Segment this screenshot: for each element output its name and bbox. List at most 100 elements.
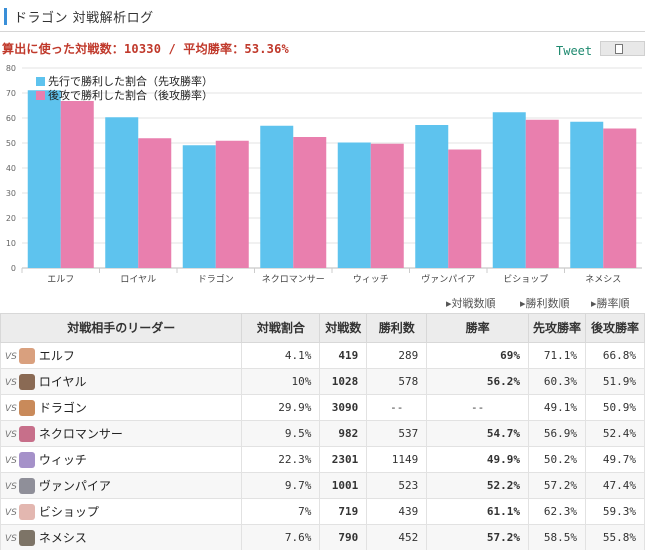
- leader-cell: VS ネクロマンサー: [0, 420, 243, 447]
- vs-label: VS: [5, 377, 17, 388]
- bar: [415, 125, 449, 268]
- bar: [370, 143, 404, 268]
- bar: [27, 90, 61, 268]
- share-cell: 9.7%: [241, 472, 321, 499]
- table-row[interactable]: VS ウィッチ 22.3% 2301 1149 49.9% 50.2% 49.7%: [0, 446, 645, 473]
- wins-cell: 1149: [366, 446, 428, 473]
- col-header-leader[interactable]: 対戦相手のリーダー: [0, 313, 243, 343]
- first-rate-cell: 58.5%: [528, 524, 586, 550]
- document-icon: [615, 44, 623, 54]
- col-header-share[interactable]: 対戦割合: [241, 313, 321, 343]
- leader-avatar-icon: [18, 529, 35, 546]
- tweet-button[interactable]: Tweet: [556, 44, 593, 58]
- leader-name: ドラゴン: [38, 401, 87, 415]
- x-tick-label: ビショップ: [503, 274, 548, 285]
- y-tick-label: 0: [11, 264, 16, 273]
- wins-cell: 578: [366, 368, 428, 395]
- second-rate-cell: 66.8%: [585, 342, 645, 369]
- wins-cell: --: [366, 394, 428, 421]
- leader-cell: VS エルフ: [0, 342, 243, 369]
- vs-label: VS: [5, 455, 17, 466]
- table-row[interactable]: VS ロイヤル 10% 1028 578 56.2% 60.3% 51.9%: [0, 368, 645, 395]
- share-cell: 4.1%: [241, 342, 321, 369]
- leader-avatar-icon: [18, 373, 35, 390]
- leader-avatar-icon: [18, 425, 35, 442]
- leader-cell: VS ネメシス: [0, 524, 243, 550]
- col-header-first[interactable]: 先攻勝率: [528, 313, 586, 343]
- bar: [570, 121, 604, 268]
- x-tick-label: ヴァンパイア: [421, 273, 475, 285]
- second-rate-cell: 49.7%: [585, 446, 645, 473]
- wins-cell: 289: [366, 342, 428, 369]
- leader-name: ネメシス: [38, 531, 87, 545]
- leader-name: エルフ: [38, 349, 75, 363]
- table-row[interactable]: VS ネメシス 7.6% 790 452 57.2% 58.5% 55.8%: [0, 524, 645, 550]
- share-cell: 9.5%: [241, 420, 321, 447]
- table-row[interactable]: VS ネクロマンサー 9.5% 982 537 54.7% 56.9% 52.4%: [0, 420, 645, 447]
- matchup-table: 対戦相手のリーダー 対戦割合 対戦数 勝利数 勝率 先攻勝率 後攻勝率 VS エル…: [0, 313, 645, 550]
- table-row[interactable]: VS ヴァンパイア 9.7% 1001 523 52.2% 57.2% 47.4%: [0, 472, 645, 499]
- second-rate-cell: 55.8%: [585, 524, 645, 550]
- bar: [525, 119, 559, 268]
- first-rate-cell: 57.2%: [528, 472, 586, 499]
- y-tick-label: 30: [6, 189, 16, 198]
- share-cell: 22.3%: [241, 446, 321, 473]
- second-rate-cell: 50.9%: [585, 394, 645, 421]
- share-cell: 7.6%: [241, 524, 321, 550]
- x-tick-label: ドラゴン: [198, 273, 234, 285]
- rate-cell: 61.1%: [426, 498, 530, 525]
- share-button[interactable]: [600, 41, 645, 56]
- col-header-rate[interactable]: 勝率: [426, 313, 530, 343]
- rate-cell: 49.9%: [426, 446, 530, 473]
- col-header-wins[interactable]: 勝利数: [366, 313, 428, 343]
- leader-avatar-icon: [18, 347, 35, 364]
- rate-cell: 56.2%: [426, 368, 530, 395]
- sort-by-rate[interactable]: ▸勝率順: [591, 297, 630, 310]
- leader-cell: VS ウィッチ: [0, 446, 243, 473]
- first-rate-cell: 62.3%: [528, 498, 586, 525]
- bar: [215, 140, 249, 268]
- leader-avatar-icon: [18, 451, 35, 468]
- rate-cell: 69%: [426, 342, 530, 369]
- page-header: ドラゴン 対戦解析ログ: [0, 0, 645, 32]
- games-cell: 1001: [319, 472, 368, 499]
- legend-swatch: [36, 77, 45, 86]
- first-rate-cell: 60.3%: [528, 368, 586, 395]
- y-tick-label: 60: [6, 114, 16, 123]
- vs-label: VS: [5, 507, 17, 518]
- bar: [337, 142, 371, 268]
- bar: [448, 149, 482, 268]
- share-cell: 29.9%: [241, 394, 321, 421]
- chart-svg: 0 10 20 30 40 50 60 70 80 エルフ ロイヤル ドラゴン ネクロマンサー ウィッチ ヴ…: [6, 64, 642, 285]
- legend-label: 先行で勝利した割合（先攻勝率）: [48, 74, 213, 88]
- vs-label: VS: [5, 403, 17, 414]
- sort-by-games[interactable]: ▸対戦数順: [446, 297, 496, 310]
- leader-avatar-icon: [18, 503, 35, 520]
- bar: [293, 137, 327, 268]
- y-tick-label: 50: [6, 139, 16, 148]
- bar: [105, 117, 139, 268]
- table-row[interactable]: VS ドラゴン 29.9% 3090 -- -- 49.1% 50.9%: [0, 394, 645, 421]
- col-header-second[interactable]: 後攻勝率: [585, 313, 645, 343]
- sort-by-wins[interactable]: ▸勝利数順: [520, 297, 570, 310]
- table-row[interactable]: VS ビショップ 7% 719 439 61.1% 62.3% 59.3%: [0, 498, 645, 525]
- y-tick-label: 70: [6, 89, 16, 98]
- second-rate-cell: 51.9%: [585, 368, 645, 395]
- leader-cell: VS ドラゴン: [0, 394, 243, 421]
- leader-name: ヴァンパイア: [38, 479, 111, 493]
- leader-name: ビショップ: [38, 505, 99, 519]
- games-cell: 982: [319, 420, 368, 447]
- sort-bar: ▸対戦数順 ▸勝利数順 ▸勝率順: [0, 294, 645, 310]
- table-row[interactable]: VS エルフ 4.1% 419 289 69% 71.1% 66.8%: [0, 342, 645, 369]
- bar: [138, 138, 172, 268]
- y-tick-label: 80: [6, 64, 16, 73]
- second-rate-cell: 59.3%: [585, 498, 645, 525]
- table-header-row: 対戦相手のリーダー 対戦割合 対戦数 勝利数 勝率 先攻勝率 後攻勝率: [0, 313, 645, 343]
- vs-label: VS: [5, 351, 17, 362]
- y-tick-label: 20: [6, 214, 16, 223]
- leader-name: ロイヤル: [38, 375, 87, 389]
- bar: [603, 128, 637, 268]
- wins-cell: 523: [366, 472, 428, 499]
- col-header-games[interactable]: 対戦数: [319, 313, 368, 343]
- rate-cell: 57.2%: [426, 524, 530, 550]
